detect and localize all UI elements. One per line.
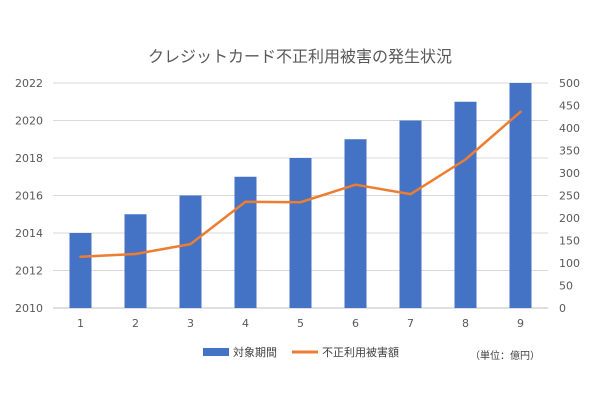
x-axis-ticks: 1 2 3 4 5 6 7 8 9: [77, 317, 524, 330]
x-tick-label: 4: [242, 317, 249, 330]
right-tick-label: 0: [559, 302, 566, 315]
right-tick-label: 400: [559, 122, 580, 135]
bar-series: [69, 83, 532, 308]
bar: [179, 195, 202, 308]
x-tick-label: 3: [187, 317, 194, 330]
right-tick-label: 300: [559, 167, 580, 180]
bar: [399, 120, 422, 308]
left-tick-label: 2018: [15, 152, 43, 165]
x-tick-label: 7: [407, 317, 414, 330]
left-tick-label: 2020: [15, 115, 43, 128]
line-series: [79, 110, 522, 258]
line-point: [244, 200, 247, 203]
left-tick-label: 2014: [15, 227, 43, 240]
x-tick-label: 2: [132, 317, 139, 330]
line-point: [134, 252, 137, 256]
right-tick-label: 100: [559, 257, 580, 270]
bar: [289, 158, 312, 308]
left-axis-ticks: 2010 2012 2014 2016 2018 2020 2022: [15, 77, 43, 315]
bar: [344, 139, 367, 308]
bar: [509, 83, 532, 308]
left-tick-label: 2010: [15, 302, 43, 315]
x-tick-label: 5: [297, 317, 304, 330]
line-point: [409, 192, 412, 196]
right-tick-label: 500: [559, 77, 580, 90]
right-axis-ticks: 0 50 100 150 200 250 300 350 400 450 500: [559, 77, 580, 315]
line-point: [189, 242, 192, 246]
left-tick-label: 2016: [15, 190, 43, 203]
x-tick-label: 8: [462, 317, 469, 330]
line-point: [464, 158, 467, 161]
left-tick-label: 2012: [15, 265, 43, 278]
legend-label-line: 不正利用被害額: [322, 345, 399, 359]
line-point: [354, 183, 357, 186]
unit-note: （単位：億円）: [470, 351, 540, 362]
right-tick-label: 50: [559, 280, 573, 293]
legend: 対象期間 不正利用被害額: [203, 345, 399, 359]
right-tick-label: 350: [559, 145, 580, 158]
chart-title: クレジットカード不正利用被害の発生状況: [148, 47, 452, 66]
bar: [124, 214, 147, 308]
line-point: [519, 110, 522, 114]
legend-swatch-bar: [203, 348, 229, 356]
left-tick-label: 2022: [15, 77, 43, 90]
x-tick-label: 1: [77, 317, 84, 330]
right-tick-label: 250: [559, 190, 580, 203]
right-tick-label: 150: [559, 235, 580, 248]
bar: [234, 176, 257, 308]
bar: [454, 101, 477, 308]
x-tick-label: 9: [517, 317, 524, 330]
bar: [69, 233, 92, 308]
line-point: [299, 201, 302, 204]
line-point: [79, 255, 82, 258]
legend-label-bar: 対象期間: [233, 345, 277, 359]
right-tick-label: 200: [559, 212, 580, 225]
x-tick-label: 6: [352, 317, 359, 330]
right-tick-label: 450: [559, 100, 580, 113]
